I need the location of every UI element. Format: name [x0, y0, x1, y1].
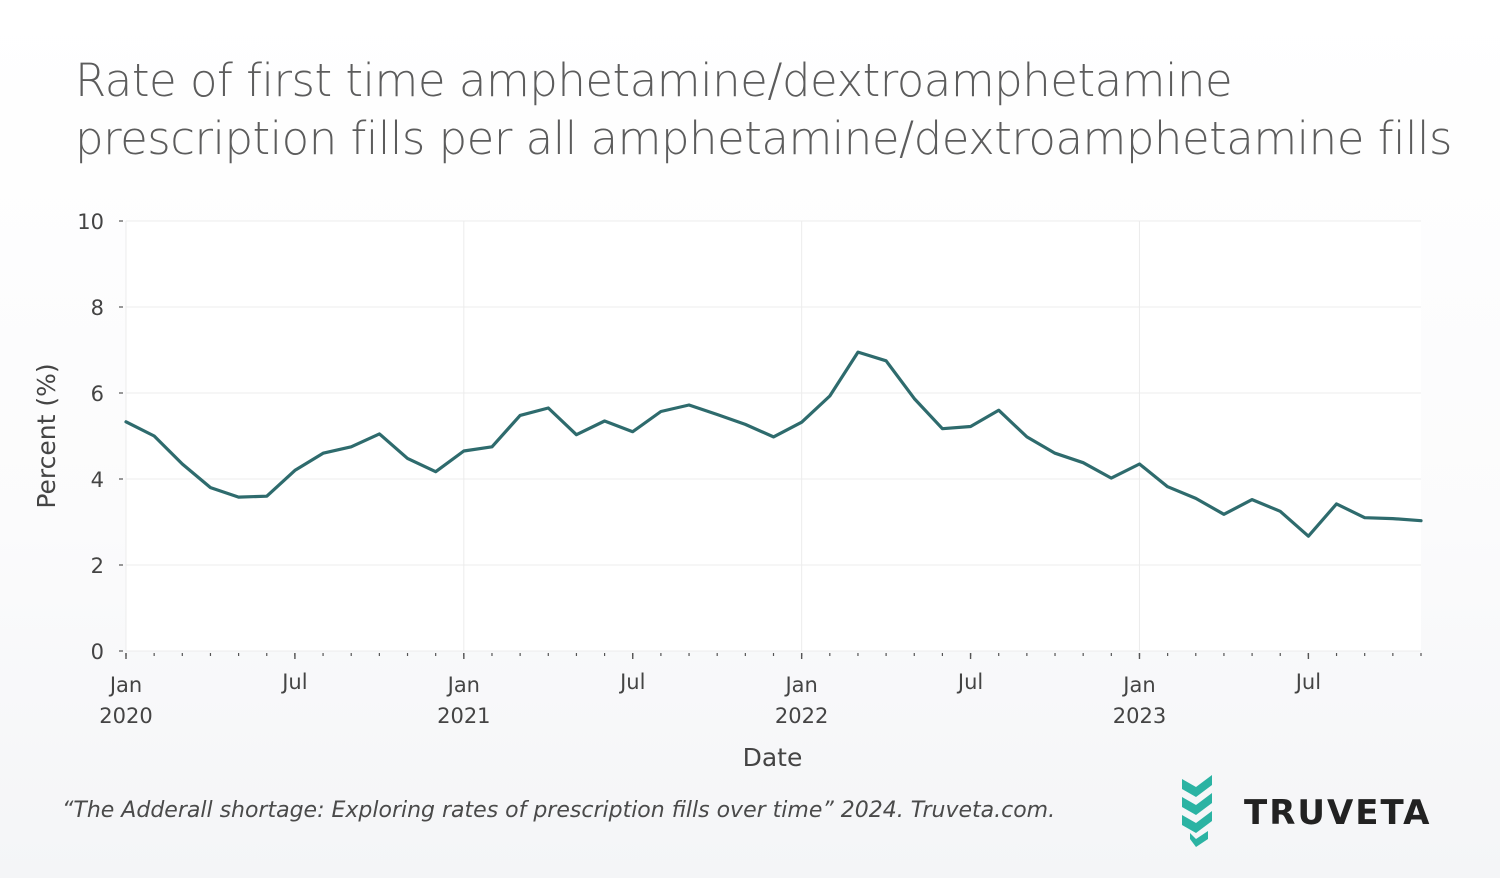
- chart-title-line-1: Rate of first time amphetamine/dextroamp…: [75, 54, 1233, 107]
- x-tick-year-label: 2023: [1113, 704, 1166, 728]
- y-tick-label: 8: [91, 296, 104, 320]
- chart-title: Rate of first time amphetamine/dextroamp…: [75, 52, 1465, 168]
- x-tick-label: Jul: [280, 670, 307, 694]
- x-tick-label: Jan: [108, 673, 142, 697]
- x-axis-label: Date: [743, 743, 803, 772]
- x-tick-year-label: 2022: [775, 704, 828, 728]
- truveta-chevrons-icon: [1182, 775, 1212, 847]
- y-tick-label: 4: [91, 468, 104, 492]
- line-chart: 0 2 4 6 8 10 Jan 2020 Jul Jan 2021 Jul Jan 2022 Jul Jan…: [32, 210, 1423, 772]
- x-tick-year-label: 2021: [437, 704, 490, 728]
- x-tick-label: Jul: [956, 670, 983, 694]
- x-tick-label: Jan: [1121, 673, 1155, 697]
- y-tick-label: 10: [77, 210, 104, 234]
- truveta-wordmark: TRUVETA: [1244, 793, 1432, 833]
- truveta-logo: TRUVETA: [1182, 775, 1452, 855]
- y-tick-label: 0: [91, 640, 104, 664]
- chart-title-line-2: prescription fills per all amphetamine/d…: [75, 112, 1453, 165]
- y-tick-label: 2: [91, 554, 104, 578]
- x-tick-year-label: 2020: [99, 704, 152, 728]
- y-tick-label: 6: [91, 382, 104, 406]
- x-tick-label: Jan: [446, 673, 480, 697]
- source-caption: “The Adderall shortage: Exploring rates …: [62, 798, 1056, 823]
- x-tick-label: Jul: [618, 670, 645, 694]
- x-tick-label: Jan: [783, 673, 817, 697]
- x-tick-label: Jul: [1294, 670, 1321, 694]
- y-axis-label: Percent (%): [32, 363, 61, 508]
